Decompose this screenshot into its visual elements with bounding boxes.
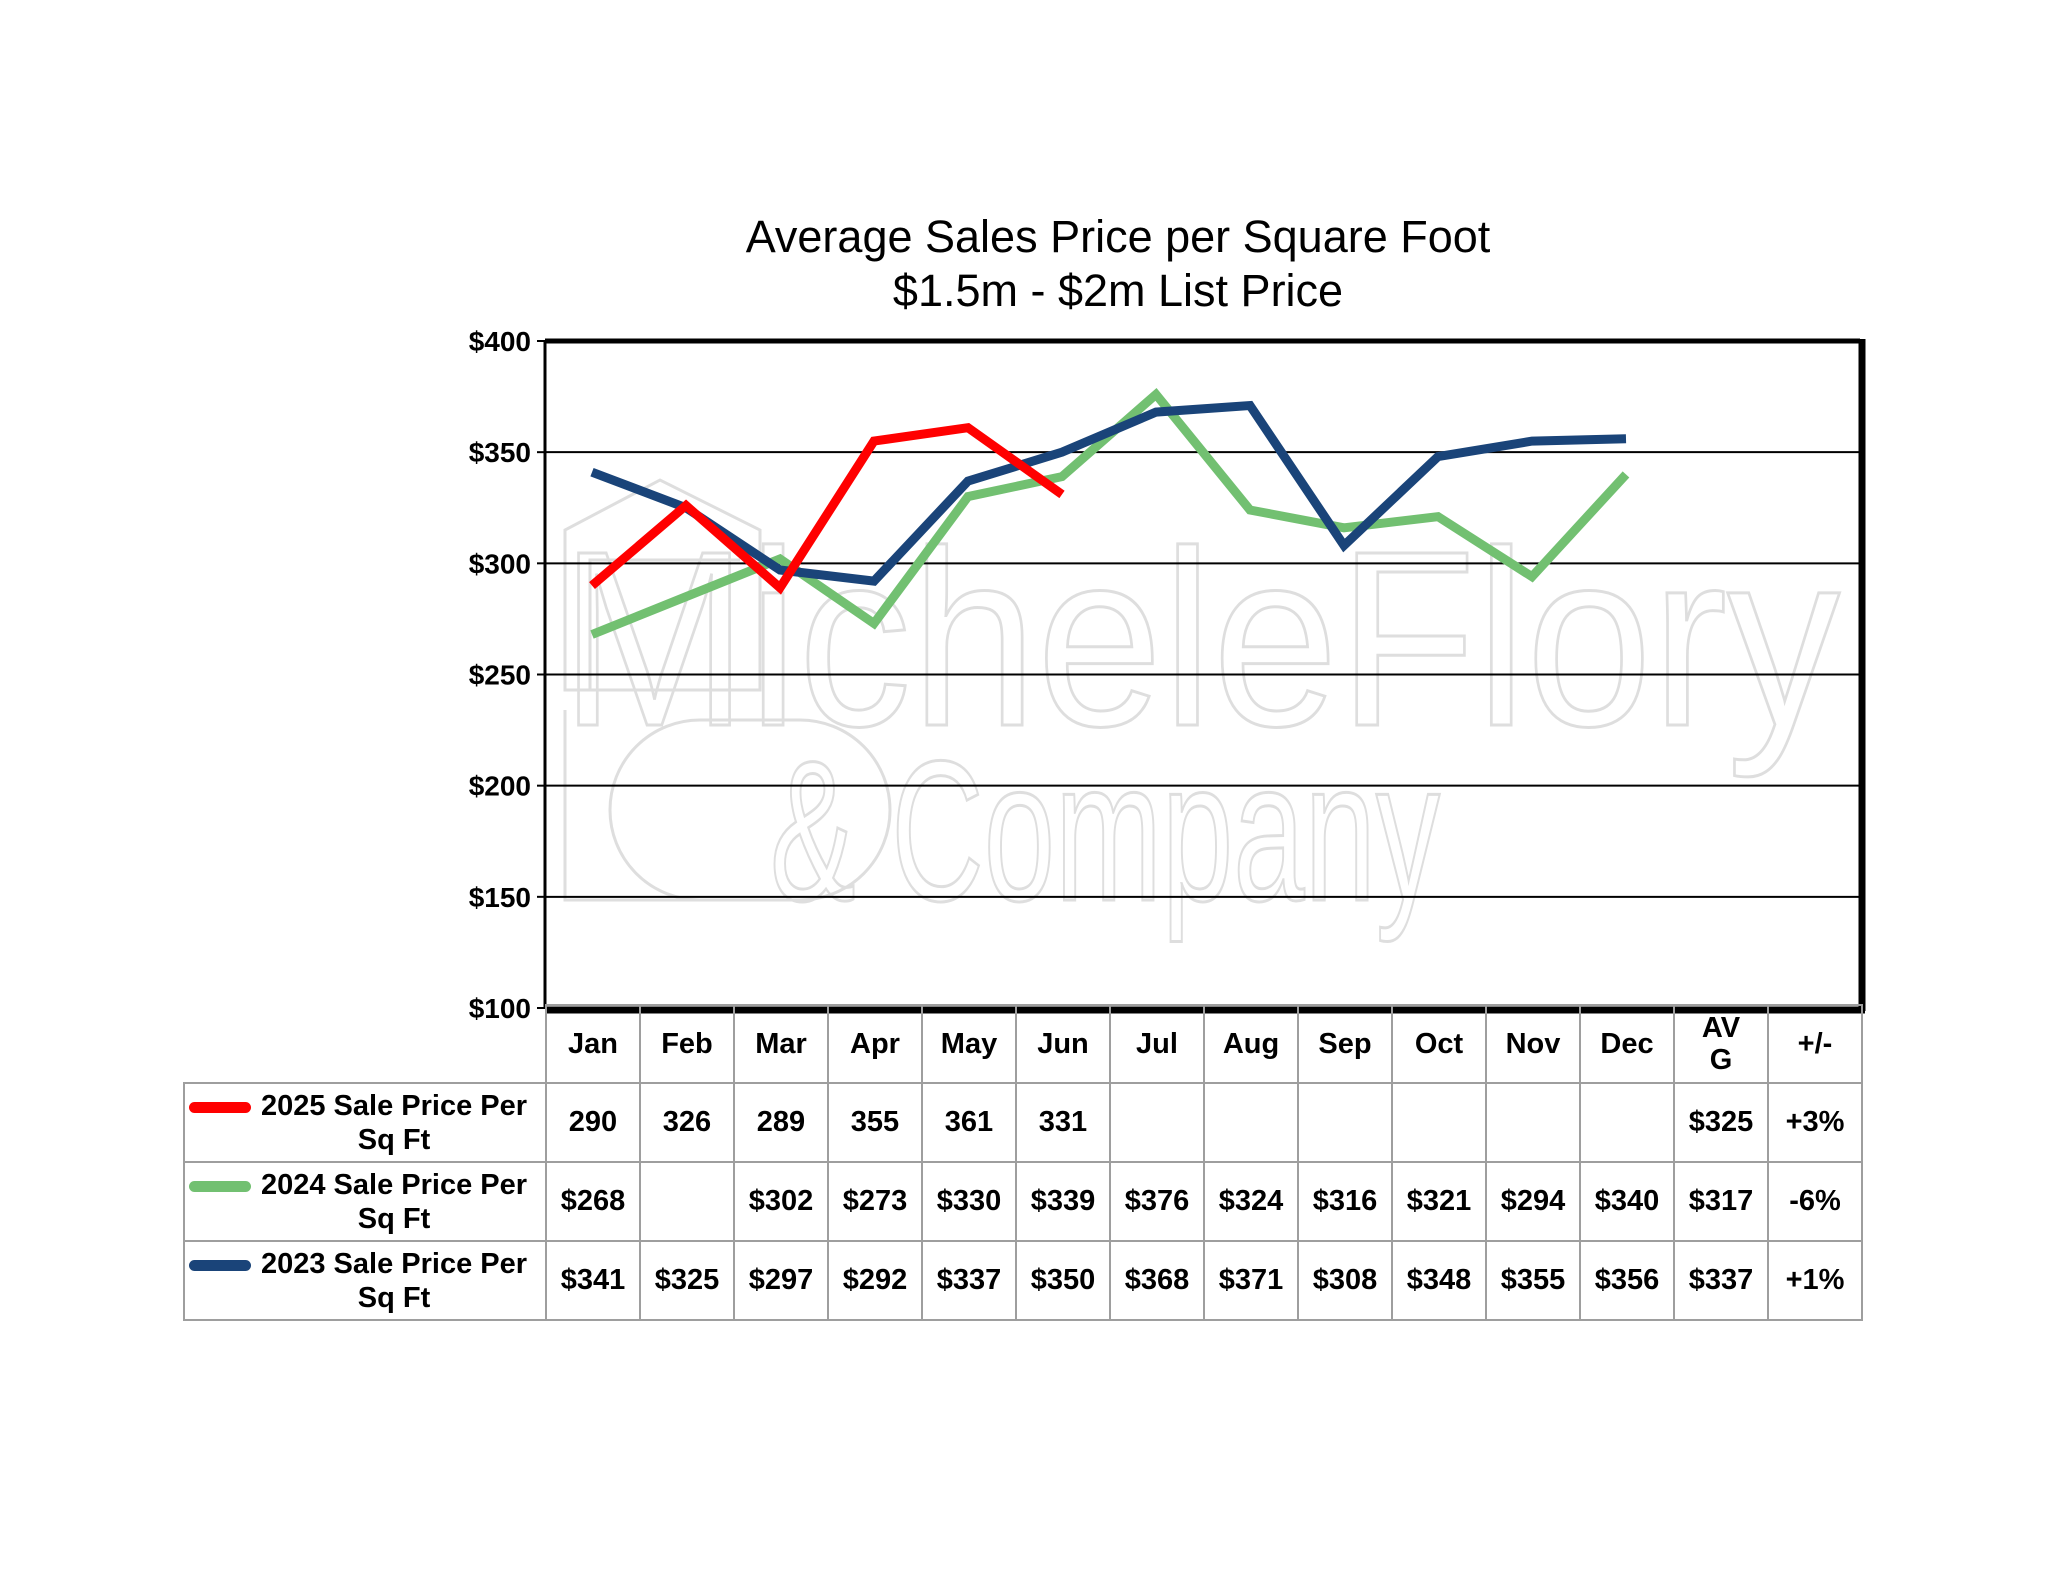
- data-label: $355: [1485, 1240, 1581, 1321]
- series-name: 2024 Sale Price Per Sq Ft: [260, 1168, 528, 1235]
- x-category-label: Dec: [1579, 1004, 1675, 1084]
- data-label: [1109, 1082, 1205, 1163]
- data-label: 290: [545, 1082, 641, 1163]
- y-axis: $100 $150 $200 $250 $300 $350 $400: [469, 326, 545, 1024]
- chart-title-block: Average Sales Price per Square Foot $1.5…: [0, 210, 2048, 318]
- x-category-label: Sep: [1297, 1004, 1393, 1084]
- data-label: $356: [1579, 1240, 1675, 1321]
- data-label: $268: [545, 1161, 641, 1242]
- data-label: [1203, 1082, 1299, 1163]
- watermark-logo: MicheleFlory & Company: [559, 478, 1842, 945]
- series-line-2025: [589, 422, 1065, 595]
- chart-subtitle: $1.5m - $2m List Price: [892, 265, 1344, 316]
- watermark-house-icon: [563, 478, 762, 692]
- data-label: 331: [1015, 1082, 1111, 1163]
- data-label: $325: [639, 1240, 735, 1321]
- series-name: 2025 Sale Price Per Sq Ft: [260, 1089, 528, 1156]
- data-label: [1297, 1082, 1393, 1163]
- series-average: $317: [1673, 1161, 1769, 1242]
- x-category-label: May: [921, 1004, 1017, 1084]
- data-label: $339: [1015, 1161, 1111, 1242]
- x-category-label: Nov: [1485, 1004, 1581, 1084]
- change-header: +/-: [1767, 1004, 1863, 1084]
- data-label: $308: [1297, 1240, 1393, 1321]
- series-legend-label: 2025 Sale Price Per Sq Ft: [183, 1082, 547, 1163]
- data-label: [639, 1161, 735, 1242]
- data-label: $316: [1297, 1161, 1393, 1242]
- series-name: 2023 Sale Price Per Sq Ft: [260, 1247, 528, 1314]
- y-tick-label: $350: [469, 437, 531, 468]
- x-category-label: Aug: [1203, 1004, 1299, 1084]
- chart-title: Average Sales Price per Square Foot: [745, 211, 1491, 262]
- watermark-monogram-icon: [563, 710, 892, 902]
- x-category-label: Feb: [639, 1004, 735, 1084]
- y-tick-label: $200: [469, 771, 531, 802]
- series-average: $325: [1673, 1082, 1769, 1163]
- table-header-row: Jan Feb Mar Apr May Jun Jul Aug Sep Oct Nov Dec AV G +…: [184, 1004, 1863, 1084]
- avg-header: AV G: [1673, 1004, 1769, 1084]
- data-label: [1485, 1082, 1581, 1163]
- x-category-label: Apr: [827, 1004, 923, 1084]
- y-tick-label: $150: [469, 882, 531, 913]
- data-label: $371: [1203, 1240, 1299, 1321]
- series-lines: [589, 387, 1630, 639]
- y-tick-label: $400: [469, 326, 531, 357]
- data-label: $321: [1391, 1161, 1487, 1242]
- data-label: $340: [1579, 1161, 1675, 1242]
- table-corner: [184, 1005, 546, 1083]
- data-label: [1579, 1082, 1675, 1163]
- data-label: $324: [1203, 1161, 1299, 1242]
- data-label: 326: [639, 1082, 735, 1163]
- series-legend-label: 2024 Sale Price Per Sq Ft: [183, 1161, 547, 1242]
- data-label: [1391, 1082, 1487, 1163]
- series-change: -6%: [1767, 1161, 1863, 1242]
- data-label: $376: [1109, 1161, 1205, 1242]
- data-label: $273: [827, 1161, 923, 1242]
- y-tick-label: $300: [469, 548, 531, 579]
- series-average: $337: [1673, 1240, 1769, 1321]
- data-label: $350: [1015, 1240, 1111, 1321]
- x-category-label: Jun: [1015, 1004, 1111, 1084]
- legend-key: [189, 1181, 251, 1192]
- legend-key: [189, 1102, 251, 1113]
- data-label: 289: [733, 1082, 829, 1163]
- data-label: $337: [921, 1240, 1017, 1321]
- data-label: 355: [827, 1082, 923, 1163]
- data-table: Jan Feb Mar Apr May Jun Jul Aug Sep Oct Nov Dec AV G +…: [183, 1004, 1863, 1321]
- data-label: $330: [921, 1161, 1017, 1242]
- data-label: $348: [1391, 1240, 1487, 1321]
- y-tick-label: $250: [469, 660, 531, 691]
- series-change: +3%: [1767, 1082, 1863, 1163]
- data-label: $297: [733, 1240, 829, 1321]
- legend-key: [189, 1260, 251, 1271]
- series-change: +1%: [1767, 1240, 1863, 1321]
- table-row: 2025 Sale Price Per Sq Ft 290 326 289 355 361…: [183, 1082, 1863, 1163]
- x-category-label: Oct: [1391, 1004, 1487, 1084]
- data-label: $368: [1109, 1240, 1205, 1321]
- data-label: $302: [733, 1161, 829, 1242]
- x-category-label: Jan: [545, 1004, 641, 1084]
- watermark-text-line1: MicheleFlory: [560, 499, 1840, 778]
- x-category-label: Mar: [733, 1004, 829, 1084]
- series-legend-label: 2023 Sale Price Per Sq Ft: [183, 1240, 547, 1321]
- y-tick-label: $100: [469, 993, 531, 1024]
- table-row: 2024 Sale Price Per Sq Ft $268 $302 $273 $33…: [183, 1161, 1863, 1242]
- x-category-label: Jul: [1109, 1004, 1205, 1084]
- data-label: 361: [921, 1082, 1017, 1163]
- watermark-text-line2: & Company: [770, 720, 1440, 943]
- table-row: 2023 Sale Price Per Sq Ft $341 $325 $297 $29…: [183, 1240, 1863, 1321]
- data-label: $341: [545, 1240, 641, 1321]
- data-label: $292: [827, 1240, 923, 1321]
- series-line-2023: [590, 400, 1627, 586]
- data-label: $294: [1485, 1161, 1581, 1242]
